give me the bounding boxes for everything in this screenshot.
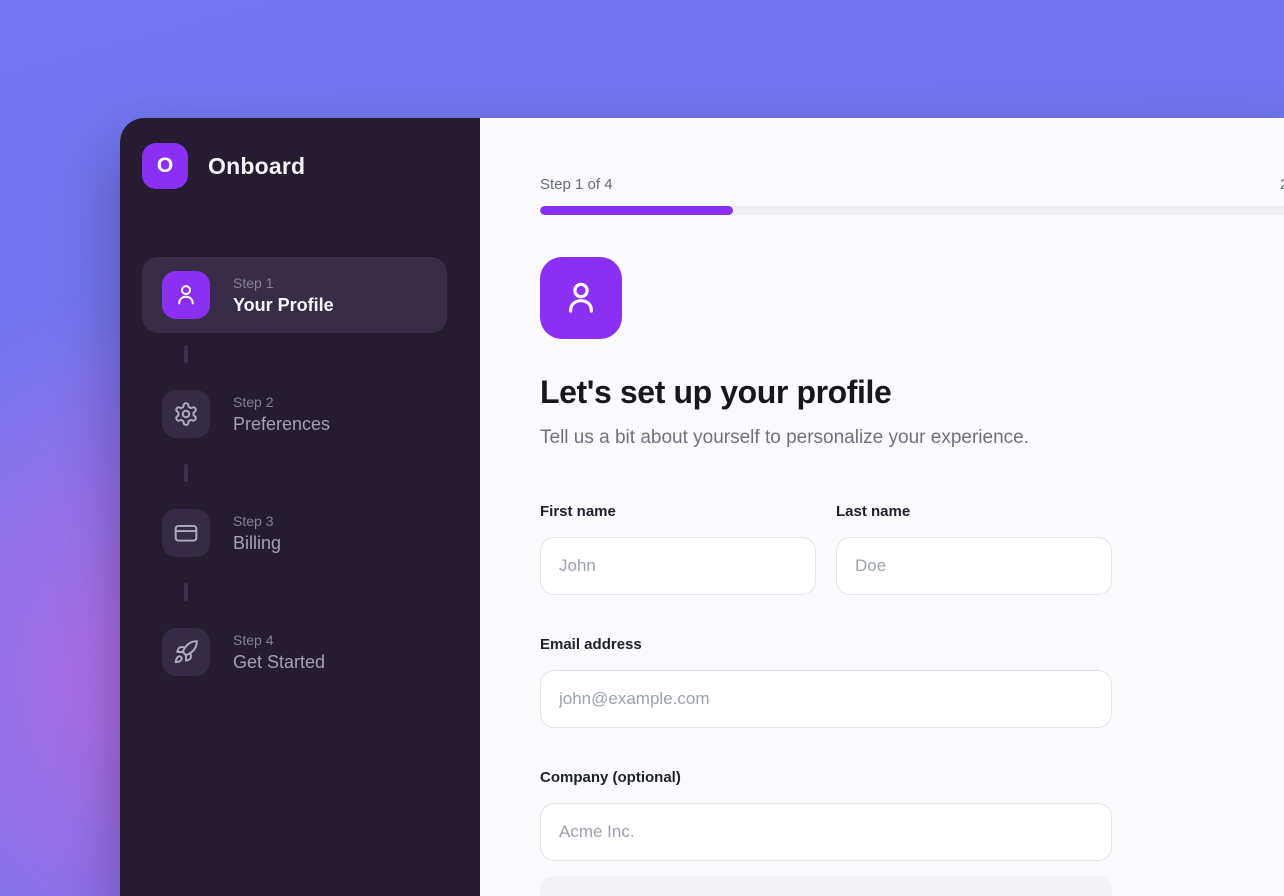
company-input[interactable] xyxy=(540,803,1112,861)
main-panel: Step 1 of 4 25% Let's set up your profil… xyxy=(480,118,1284,896)
sidebar: O Onboard Step 1 Your Profile xyxy=(120,118,480,896)
step-nav: Step 1 Your Profile Step 2 Preferen xyxy=(142,257,447,690)
clipped-footer-element xyxy=(540,876,1112,896)
first-name-field: First name xyxy=(540,503,816,595)
progress-percent-label: 25% xyxy=(1280,176,1284,193)
sidebar-item-preferences[interactable]: Step 2 Preferences xyxy=(142,376,447,452)
page-title: Let's set up your profile xyxy=(540,374,892,410)
step-eyebrow: Step 2 xyxy=(233,393,274,410)
step-eyebrow: Step 4 xyxy=(233,631,274,648)
user-icon xyxy=(561,278,601,318)
name-fields-row: First name Last name xyxy=(540,503,1112,595)
email-label: Email address xyxy=(540,636,642,653)
last-name-input[interactable] xyxy=(836,537,1112,595)
progress-header: Step 1 of 4 25% xyxy=(540,176,1284,193)
first-name-label: First name xyxy=(540,503,616,520)
progress-bar xyxy=(540,206,1284,215)
credit-card-icon xyxy=(162,509,210,557)
step-title: Preferences xyxy=(233,413,331,434)
first-name-input[interactable] xyxy=(540,537,816,595)
step-connector xyxy=(184,583,188,601)
app-logo: O xyxy=(142,143,188,189)
sidebar-item-get-started[interactable]: Step 4 Get Started xyxy=(142,614,447,690)
progress-fill xyxy=(540,206,733,215)
email-field: Email address xyxy=(540,636,1112,728)
step-title: Billing xyxy=(233,532,282,553)
gear-icon xyxy=(162,390,210,438)
step-connector xyxy=(184,464,188,482)
step-connector xyxy=(184,345,188,363)
step-eyebrow: Step 1 xyxy=(233,274,274,291)
progress-step-label: Step 1 of 4 xyxy=(540,176,613,193)
page-subtitle: Tell us a bit about yourself to personal… xyxy=(540,427,1029,448)
app-logo-letter: O xyxy=(156,154,174,177)
brand: O Onboard xyxy=(120,143,480,189)
sidebar-item-billing[interactable]: Step 3 Billing xyxy=(142,495,447,571)
app-name: Onboard xyxy=(208,152,306,179)
step-title: Your Profile xyxy=(233,294,334,315)
profile-form: First name Last name Email address Compa… xyxy=(540,503,1112,896)
rocket-icon xyxy=(162,628,210,676)
last-name-label: Last name xyxy=(836,503,911,520)
hero-icon-badge xyxy=(540,257,622,339)
company-label: Company (optional) xyxy=(540,769,681,786)
user-icon xyxy=(162,271,210,319)
company-field: Company (optional) xyxy=(540,769,1112,861)
last-name-field: Last name xyxy=(836,503,1112,595)
onboarding-window: O Onboard Step 1 Your Profile xyxy=(120,118,1284,896)
step-eyebrow: Step 3 xyxy=(233,512,274,529)
step-title: Get Started xyxy=(233,651,326,672)
sidebar-item-your-profile[interactable]: Step 1 Your Profile xyxy=(142,257,447,333)
email-input[interactable] xyxy=(540,670,1112,728)
